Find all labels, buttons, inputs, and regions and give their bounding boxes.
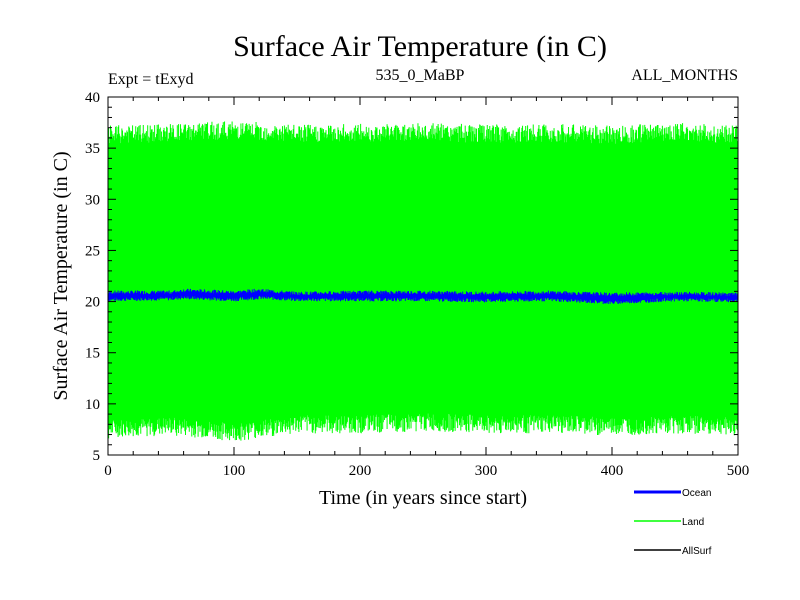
legend: Ocean Land AllSurf [634,488,712,557]
y-tick-label: 10 [85,397,100,413]
y-tick-label: 30 [85,192,100,208]
y-tick-label: 40 [85,90,100,106]
experiment-label: Expt = tExyd [108,71,193,88]
y-axis: 5 10 15 20 25 30 35 40 [85,90,738,464]
x-tick-label: 500 [727,463,750,479]
x-tick-label: 400 [601,463,624,479]
y-tick-label: 15 [85,346,100,362]
x-tick-label: 0 [104,463,112,479]
legend-label-ocean: Ocean [682,488,711,499]
period-label: 535_0_MaBP [376,67,465,84]
plot-frame [107,96,739,456]
months-label: ALL_MONTHS [631,67,738,84]
plot-area [107,121,739,441]
x-tick-label: 300 [475,463,498,479]
x-axis-label: Time (in years since start) [319,487,527,509]
legend-label-land: Land [682,517,704,528]
x-tick-label: 200 [349,463,372,479]
legend-label-allsurf: AllSurf [682,546,712,557]
y-tick-label: 25 [85,243,100,259]
y-axis-label: Surface Air Temperature (in C) [50,151,72,400]
land-series [107,121,739,441]
y-tick-label: 20 [85,295,100,311]
land-series-band [107,121,739,441]
y-tick-label: 5 [93,448,101,464]
x-tick-label: 100 [223,463,246,479]
x-axis: 0 100 200 300 400 500 [104,97,749,479]
y-tick-label: 35 [85,141,100,157]
chart-title: Surface Air Temperature (in C) [233,30,607,63]
